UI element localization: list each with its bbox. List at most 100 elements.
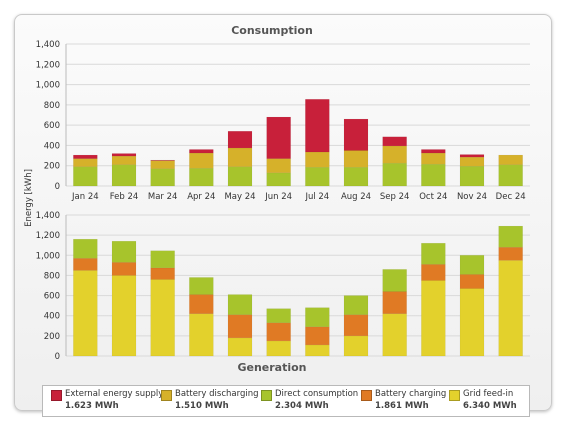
generation-bar-battery_charging <box>73 258 98 271</box>
generation-bar-battery_charging <box>382 291 407 314</box>
generation-bar-direct <box>189 277 214 295</box>
consumption-bar-direct <box>498 164 523 187</box>
consumption-bar-direct <box>382 162 407 187</box>
x-tick-label: Nov 24 <box>457 192 487 202</box>
legend-label: Battery charging <box>375 389 447 399</box>
generation-bar-battery_charging <box>227 314 253 339</box>
consumption-bar-external <box>189 149 214 154</box>
legend-label: Grid feed-in <box>463 389 514 399</box>
consumption-bar-external <box>382 136 407 147</box>
legend-swatch-battery-discharging <box>161 390 172 401</box>
legend-value: 1.623 MWh <box>65 401 119 411</box>
consumption-bar-battery_discharging <box>343 150 369 168</box>
x-tick-label: Sep 24 <box>380 192 410 202</box>
generation-bar-grid_feed_in <box>227 337 253 357</box>
consumption-y-tick-label: 400 <box>44 141 60 151</box>
x-tick-label: May 24 <box>224 192 255 202</box>
x-tick-label: Jun 24 <box>264 192 292 202</box>
consumption-y-tick-label: 800 <box>44 101 60 111</box>
generation-bar-grid_feed_in <box>382 313 407 357</box>
generation-y-tick-label: 1,000 <box>36 251 60 261</box>
consumption-bar-external <box>150 159 175 161</box>
x-tick-label: Apr 24 <box>187 192 215 202</box>
x-tick-label: Feb 24 <box>110 192 139 202</box>
legend-label: Direct consumption <box>275 389 359 399</box>
x-tick-label: Jul 24 <box>304 192 329 202</box>
legend: External energy supply 1.623 MWh Battery… <box>42 385 530 417</box>
legend-swatch-battery-charging <box>361 390 372 401</box>
generation-bar-direct <box>266 308 291 324</box>
consumption-bar-battery_discharging <box>459 156 485 167</box>
generation-y-tick-label: 600 <box>44 292 60 302</box>
generation-bar-direct <box>227 294 253 315</box>
generation-y-tick-label: 200 <box>44 332 60 342</box>
generation-bar-battery_charging <box>189 294 214 314</box>
consumption-bar-external <box>227 130 253 149</box>
x-tick-label: Oct 24 <box>419 192 447 202</box>
generation-title: Generation <box>237 361 306 374</box>
x-tick-label: Jan 24 <box>71 192 99 202</box>
consumption-y-tick-label: 200 <box>44 162 60 172</box>
legend-swatch-grid-feed-in <box>449 390 460 401</box>
consumption-bar-direct <box>266 172 291 187</box>
consumption-bar-direct <box>343 166 369 187</box>
generation-bar-battery_charging <box>305 326 330 346</box>
generation-bar-battery_charging <box>111 262 137 276</box>
generation-bar-grid_feed_in <box>73 270 98 357</box>
generation-y-tick-label: 1,400 <box>36 211 60 221</box>
consumption-y-tick-label: 1,000 <box>36 81 60 91</box>
legend-value: 1.861 MWh <box>375 401 429 411</box>
consumption-bar-direct <box>189 168 214 187</box>
generation-bar-grid_feed_in <box>150 279 175 357</box>
generation-bar-grid_feed_in <box>343 335 369 357</box>
legend-value: 2.304 MWh <box>275 401 329 411</box>
generation-bar-battery_charging <box>498 246 523 261</box>
consumption-bar-direct <box>150 168 175 187</box>
generation-bar-direct <box>73 238 98 259</box>
generation-bar-grid_feed_in <box>305 344 330 357</box>
legend-value: 6.340 MWh <box>463 401 517 411</box>
generation-bar-grid_feed_in <box>421 280 446 357</box>
consumption-bar-direct <box>459 165 485 187</box>
consumption-y-tick-label: 1,400 <box>36 40 60 50</box>
consumption-bar-external <box>305 99 330 153</box>
consumption-bar-battery_discharging <box>421 152 446 165</box>
generation-bar-direct <box>343 295 369 315</box>
generation-bar-direct <box>305 307 330 328</box>
y-axis-label: Energy [kWh] <box>24 169 34 227</box>
consumption-y-tick-label: 0 <box>55 182 60 192</box>
consumption-bar-external <box>266 116 291 159</box>
consumption-bar-battery_discharging <box>266 158 291 174</box>
consumption-bar-battery_discharging <box>73 158 98 167</box>
generation-bar-battery_charging <box>150 267 175 280</box>
consumption-bar-direct <box>305 166 330 187</box>
generation-y-tick-label: 400 <box>44 312 60 322</box>
text-layer: Consumption Generation Energy [kWh] 0 200… <box>24 24 526 374</box>
consumption-y-tick-label: 1,200 <box>36 60 60 70</box>
consumption-bar-battery_discharging <box>111 155 137 165</box>
consumption-bar-external <box>73 154 98 159</box>
generation-y-tick-label: 0 <box>55 352 60 362</box>
consumption-title: Consumption <box>231 24 313 37</box>
consumption-bar-direct <box>421 163 446 187</box>
generation-bar-direct <box>111 240 137 263</box>
generation-bar-grid_feed_in <box>459 288 485 357</box>
consumption-bar-external <box>459 154 485 158</box>
consumption-bar-battery_discharging <box>227 147 253 167</box>
generation-y-tick-label: 800 <box>44 271 60 281</box>
generation-bar-direct <box>421 242 446 265</box>
generation-bar-grid_feed_in <box>189 313 214 357</box>
x-tick-label: Aug 24 <box>341 192 371 202</box>
generation-bar-direct <box>459 255 485 275</box>
consumption-bar-external <box>343 118 369 151</box>
x-tick-label: Dec 24 <box>496 192 526 202</box>
consumption-bar-direct <box>73 166 98 187</box>
consumption-bar-battery_discharging <box>150 160 175 170</box>
generation-bar-direct <box>150 250 175 269</box>
grid-layer <box>65 43 530 357</box>
generation-bar-battery_charging <box>343 314 369 337</box>
generation-bar-battery_charging <box>421 264 446 281</box>
consumption-bar-battery_discharging <box>305 151 330 168</box>
consumption-bar-direct <box>227 166 253 187</box>
